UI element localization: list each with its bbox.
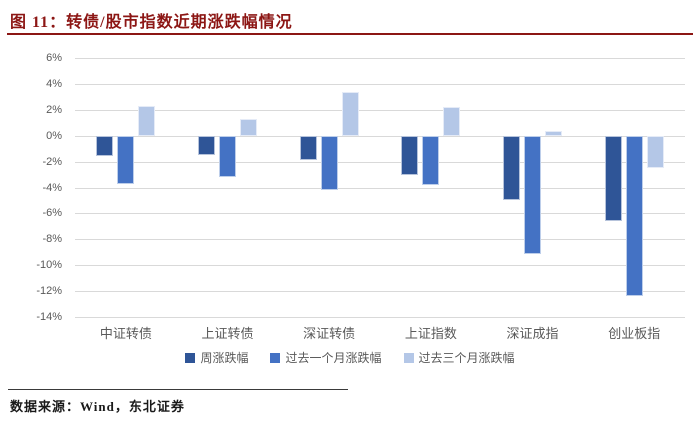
gridline	[75, 317, 685, 318]
gridline	[75, 161, 685, 163]
gridline	[75, 109, 685, 111]
bar	[117, 135, 135, 184]
title-divider	[7, 33, 693, 35]
y-axis-tick-label: 4%	[46, 77, 62, 90]
gridline	[75, 291, 685, 293]
figure-title: 图 11：转债/股市指数近期涨跌幅情况	[10, 14, 293, 31]
bar	[239, 118, 257, 136]
legend-swatch	[403, 352, 414, 363]
bar	[443, 107, 461, 136]
bar	[341, 91, 359, 136]
bar	[197, 135, 215, 156]
bar	[401, 135, 419, 175]
gridline	[75, 58, 685, 59]
plot-area	[75, 58, 685, 318]
bar-group	[583, 58, 685, 317]
chart-legend: 周涨跌幅 过去一个月涨跌幅 过去三个月涨跌幅	[0, 349, 700, 366]
bar	[502, 135, 520, 201]
bar	[422, 135, 440, 185]
legend-label: 过去一个月涨跌幅	[285, 351, 382, 365]
legend-label: 过去三个月涨跌幅	[418, 351, 515, 365]
legend-item: 过去一个月涨跌幅	[270, 349, 382, 366]
bar-group	[380, 58, 482, 317]
y-axis-tick-label: 6%	[46, 52, 62, 64]
gridline	[75, 135, 685, 137]
legend-swatch	[270, 352, 281, 363]
y-axis-tick-label: -6%	[42, 207, 62, 220]
legend-item: 周涨跌幅	[185, 349, 248, 366]
bar	[138, 105, 156, 136]
bar-group	[482, 58, 584, 317]
category-label: 深证转债	[303, 326, 356, 341]
bar	[96, 135, 114, 157]
category-label: 创业板指	[608, 326, 661, 341]
bar-group	[75, 58, 177, 317]
bar	[218, 135, 236, 178]
footer-divider	[8, 389, 348, 390]
y-axis-tick-label: 0%	[46, 129, 62, 142]
bar	[299, 135, 317, 161]
y-axis-tick-label: -10%	[36, 259, 62, 272]
y-axis-tick-label: -2%	[42, 155, 62, 168]
legend-swatch	[185, 352, 196, 363]
legend-item: 过去三个月涨跌幅	[403, 349, 515, 366]
bar	[320, 135, 338, 191]
data-source-note: 数据来源：Wind，东北证券	[10, 399, 185, 414]
y-axis: 6% 4% 2% 0% -2% -4% -6% -8% -10% -12% -14%	[0, 52, 68, 323]
y-axis-tick-label: -12%	[36, 285, 62, 298]
bar	[544, 130, 562, 136]
y-axis-tick-label: -4%	[42, 181, 62, 194]
y-axis-tick-label: -8%	[42, 233, 62, 246]
category-label: 上证指数	[404, 326, 457, 341]
gridline	[75, 187, 685, 189]
bar	[625, 135, 643, 297]
bar	[646, 135, 664, 169]
y-axis-tick-label: 2%	[46, 103, 62, 116]
category-label: 上证转债	[201, 326, 254, 341]
category-label: 中证转债	[99, 326, 152, 341]
category-label: 深证成指	[506, 326, 559, 341]
bar	[523, 135, 541, 254]
x-axis-category-labels: 中证转债 上证转债 深证转债 上证指数 深证成指 创业板指	[75, 323, 685, 342]
gridline	[75, 83, 685, 85]
bar-group	[177, 58, 279, 317]
bar	[604, 135, 622, 222]
y-axis-tick-label: -14%	[36, 311, 62, 323]
bar-group	[278, 58, 380, 317]
legend-label: 周涨跌幅	[200, 351, 249, 365]
gridline	[75, 265, 685, 267]
gridline	[75, 239, 685, 241]
gridline	[75, 213, 685, 215]
